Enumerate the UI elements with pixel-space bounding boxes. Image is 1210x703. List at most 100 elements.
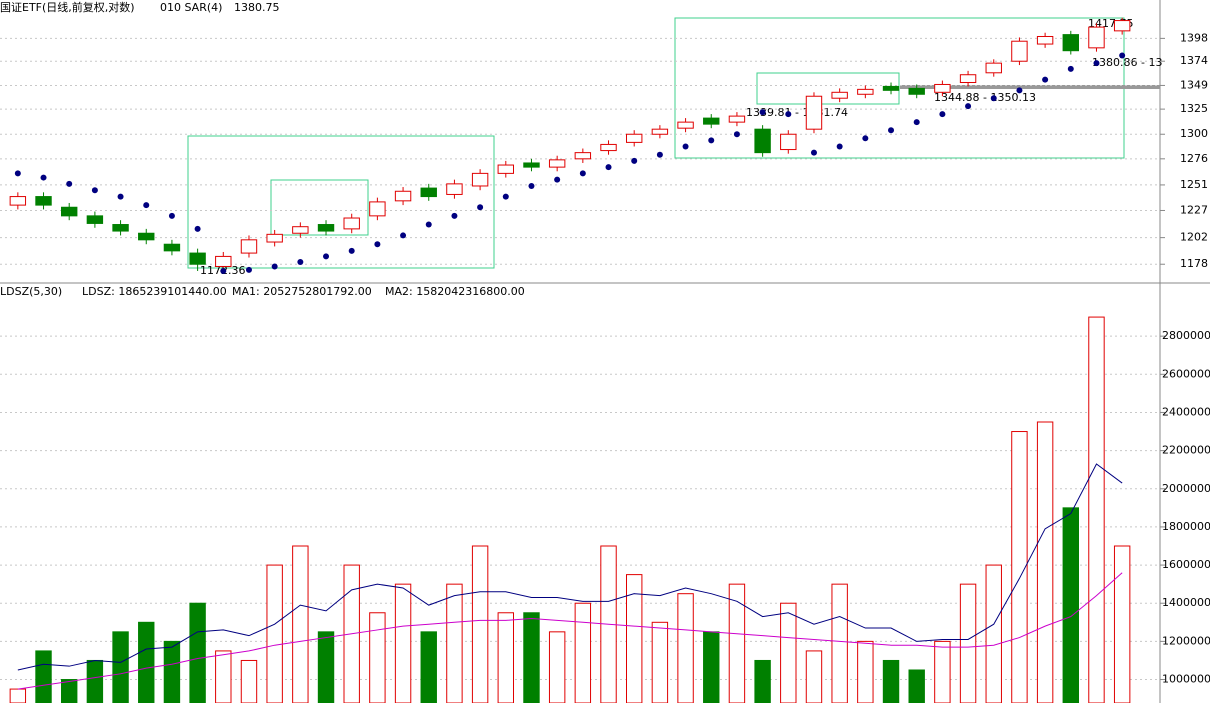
sar-dot — [451, 212, 458, 219]
candle-body — [805, 95, 823, 130]
sar-dot — [631, 157, 638, 164]
sar-dot — [733, 131, 740, 138]
volume-bar — [959, 583, 977, 703]
candle-body — [959, 74, 977, 84]
candle-body — [420, 187, 437, 198]
sar-dot — [939, 111, 946, 118]
volume-bar — [497, 612, 515, 703]
volume-bar — [317, 631, 335, 703]
candle-body — [61, 206, 78, 217]
legend-entry: LDSZ: 1865239101440.00 — [82, 285, 227, 298]
candle-body — [651, 128, 669, 135]
candle-body — [574, 152, 592, 160]
candle-body — [292, 226, 309, 234]
sar-dot — [271, 263, 278, 270]
y-tick-label: 1300 — [1180, 127, 1208, 140]
sar-dot — [888, 127, 895, 134]
y-tick-label: 1251 — [1180, 178, 1208, 191]
y-tick-label: 1178 — [1180, 257, 1208, 270]
volume-bar — [61, 679, 78, 703]
sar-dot — [990, 95, 997, 102]
candle-body — [780, 133, 797, 151]
candle-body — [985, 62, 1002, 74]
sar-dot — [965, 103, 972, 110]
sar-dot — [862, 135, 869, 142]
volume-bar — [1088, 316, 1105, 703]
sar-dot — [40, 174, 47, 181]
sar-dot — [245, 266, 252, 273]
candle-body — [548, 159, 566, 168]
volume-bar — [112, 631, 129, 703]
volume-bar — [934, 640, 951, 703]
y-tick-label: 1202 — [1180, 231, 1208, 244]
candle-body — [446, 183, 463, 195]
candle-body — [626, 133, 643, 143]
volume-bar — [882, 659, 900, 703]
sar-dot — [502, 193, 509, 200]
candle-body — [677, 121, 694, 129]
sar-dot — [759, 109, 766, 116]
sar-dot — [374, 241, 381, 248]
volume-bar — [35, 650, 52, 703]
sar-dot — [836, 143, 843, 150]
y-tick-label: 1000000 — [1162, 673, 1210, 686]
candle-body — [343, 217, 360, 230]
candle-body — [189, 252, 206, 265]
candle-body — [266, 233, 283, 243]
volume-bar — [728, 583, 746, 703]
sar-dot — [143, 202, 150, 209]
volume-bar — [677, 593, 694, 703]
candle-body — [240, 239, 258, 254]
y-tick-label: 2400000 — [1162, 405, 1210, 418]
sar-dot — [425, 221, 432, 228]
volume-bar — [9, 688, 27, 703]
volume-bar — [1036, 421, 1054, 703]
volume-bar — [523, 612, 540, 703]
volume-bar — [86, 659, 104, 703]
volume-bar — [446, 583, 463, 703]
volume-bar — [471, 545, 489, 703]
volume-bar — [574, 602, 592, 703]
sar-dot — [579, 170, 586, 177]
volume-bar — [1011, 431, 1028, 703]
volume-bar — [215, 650, 232, 703]
candle-body — [112, 224, 129, 232]
chart-title: 国证ETF(日线,前复权,对数) — [0, 0, 135, 14]
candle-body — [934, 83, 951, 93]
candle-body — [163, 243, 181, 252]
sar-dot — [66, 180, 73, 187]
y-tick-label: 1374 — [1180, 54, 1208, 67]
volume-bar — [394, 583, 412, 703]
range-box — [270, 179, 369, 236]
annotation: 1344.88 - 1350.13 — [934, 91, 1036, 104]
sar-dot — [477, 204, 484, 211]
volume-bar — [857, 640, 874, 703]
sar-dot — [1119, 52, 1126, 59]
legend-entry: MA2: 1582042316800.00 — [385, 285, 525, 298]
volume-bar — [240, 659, 258, 703]
y-tick-label: 2200000 — [1162, 444, 1210, 457]
volume-bar — [831, 583, 848, 703]
volume-bar — [626, 574, 643, 703]
y-tick-label: 1227 — [1180, 203, 1208, 216]
candle-body — [1113, 20, 1131, 32]
volume-bar — [369, 612, 386, 703]
volume-bar — [780, 602, 797, 703]
indicator-label: 010 SAR(4) — [160, 1, 222, 14]
candle-body — [882, 85, 900, 91]
candle-body — [215, 255, 232, 267]
sar-dot — [14, 170, 21, 177]
candle-body — [471, 172, 489, 187]
y-tick-label: 1400000 — [1162, 596, 1210, 609]
ma-line — [17, 572, 1123, 690]
sar-dot — [913, 119, 920, 126]
range-box — [187, 135, 495, 269]
volume-bar — [703, 631, 720, 703]
sar-dot — [605, 164, 612, 171]
candle-body — [1088, 26, 1105, 49]
y-tick-label: 1276 — [1180, 152, 1208, 165]
sar-dot — [528, 182, 535, 189]
sar-dot — [1093, 60, 1100, 67]
sar-dot — [656, 151, 663, 158]
